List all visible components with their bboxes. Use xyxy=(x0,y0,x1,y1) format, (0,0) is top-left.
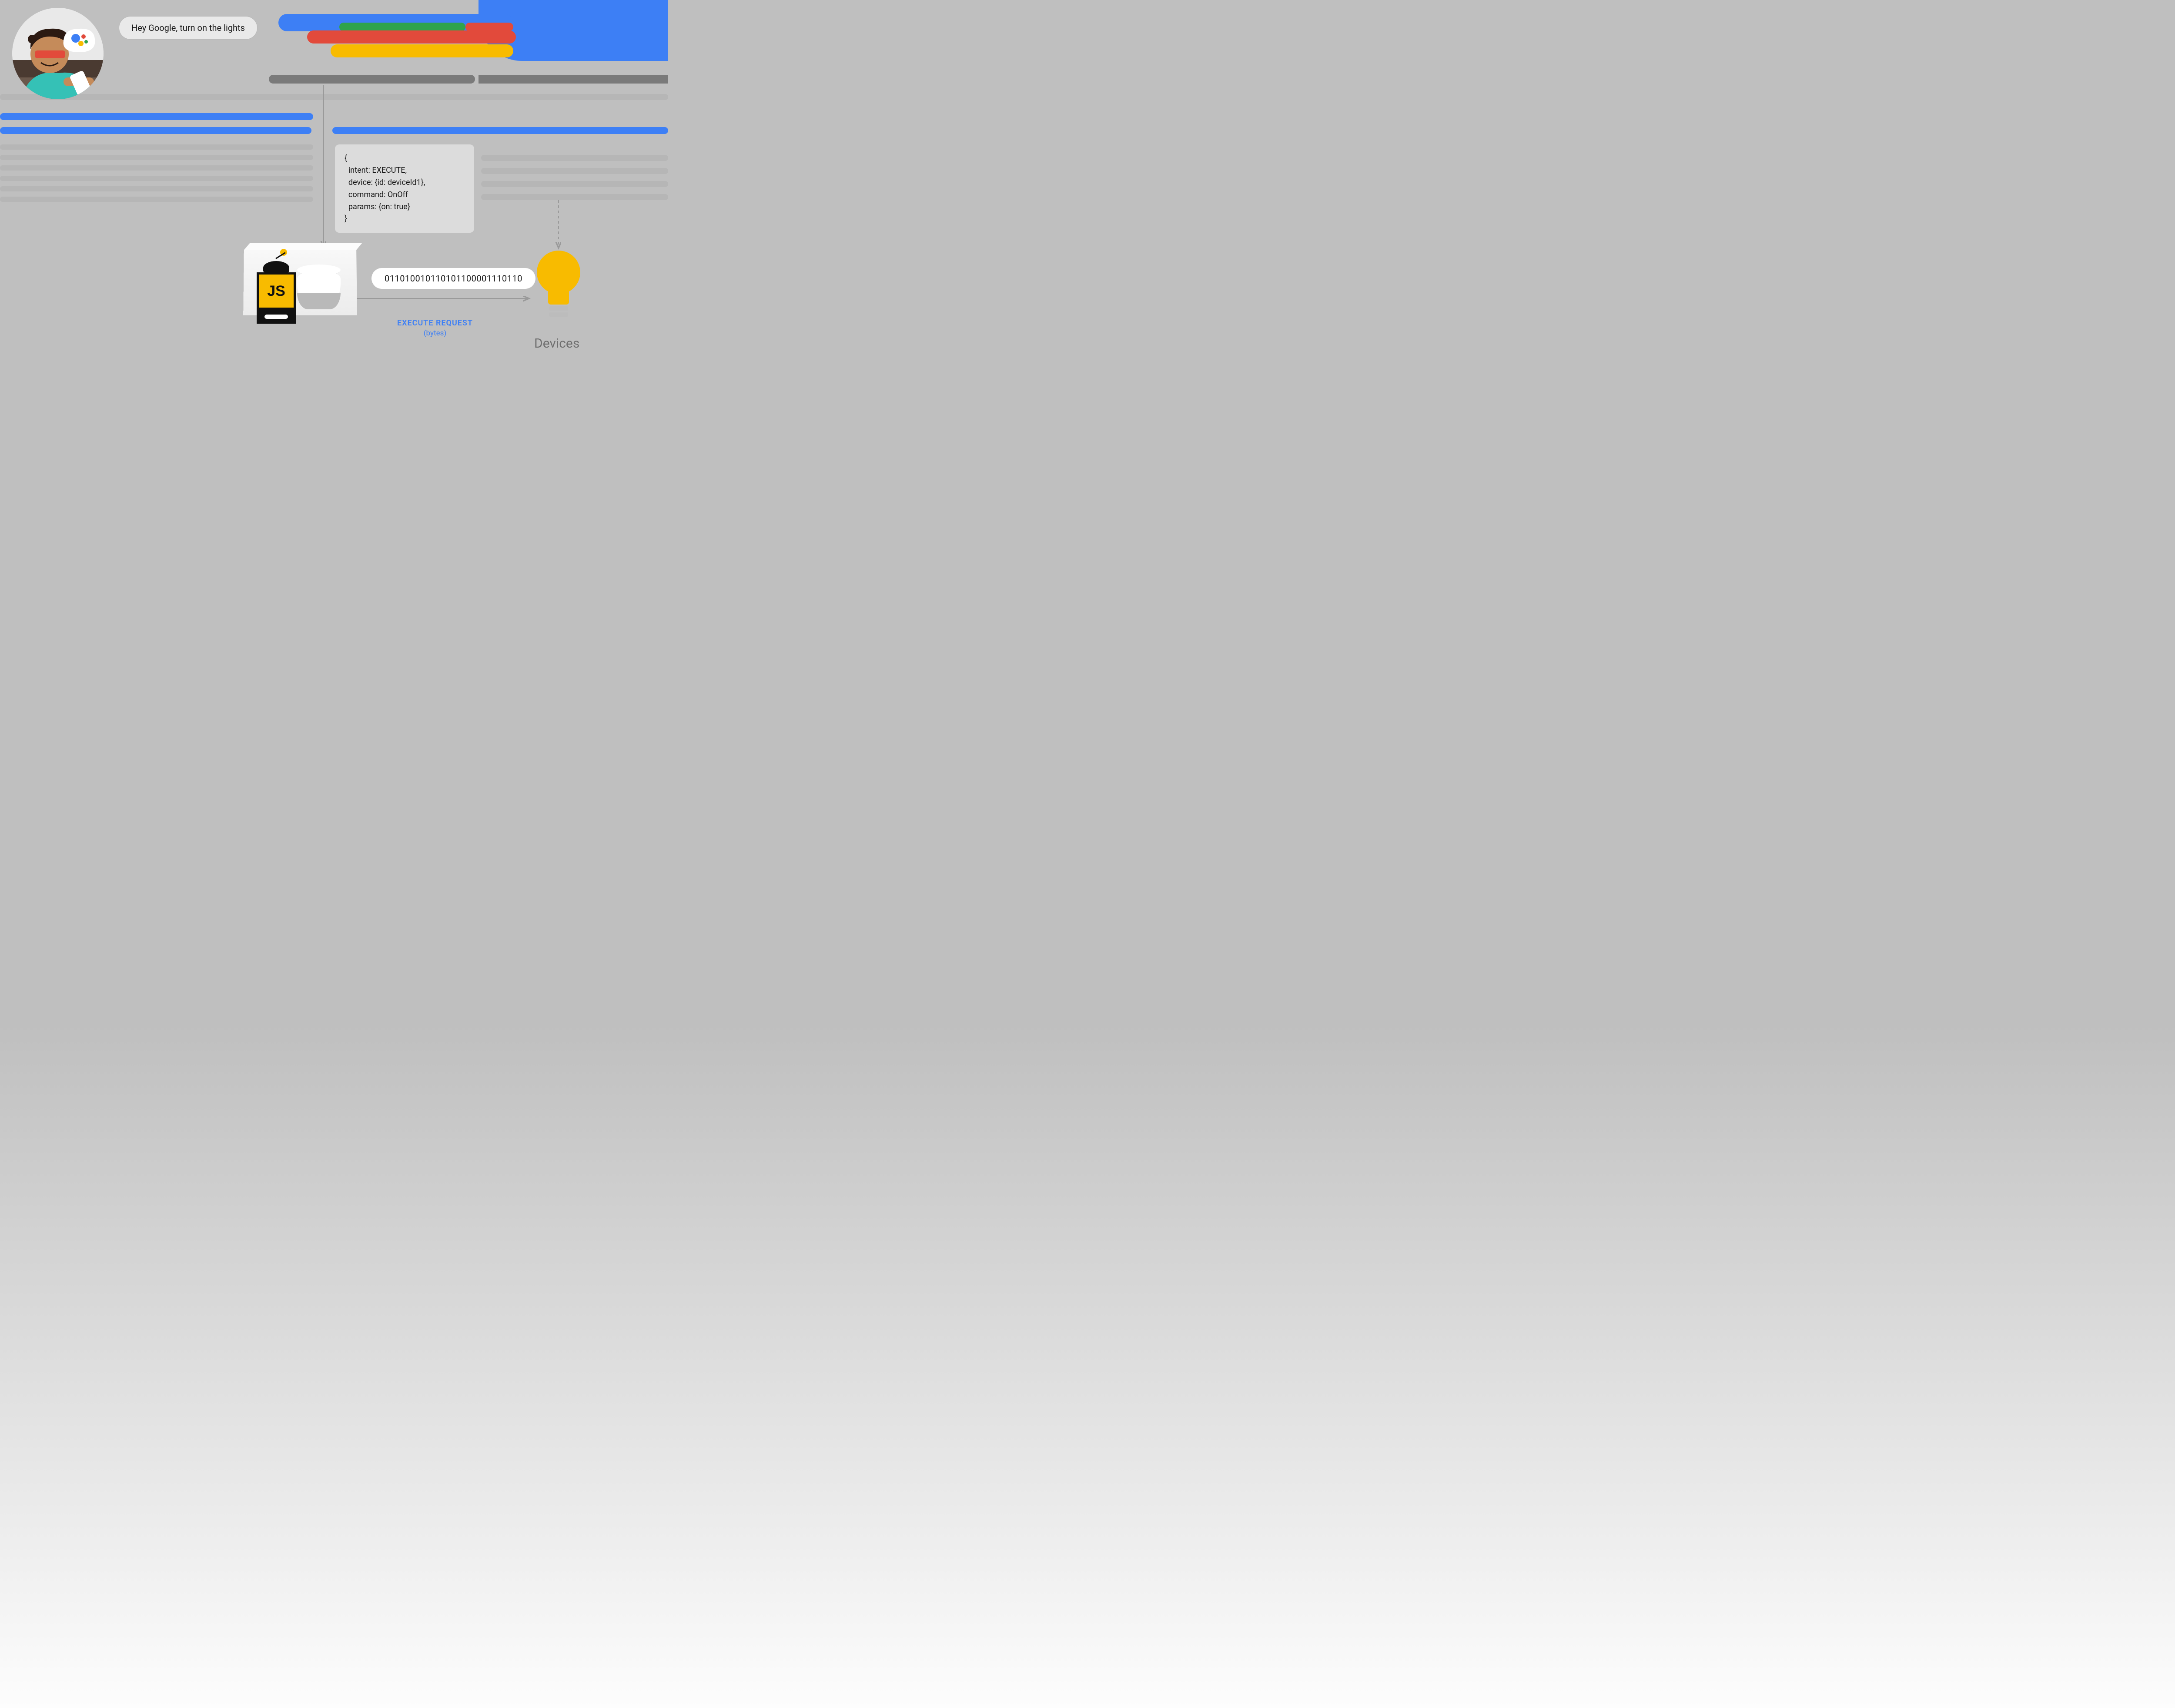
lightbulb-icon xyxy=(537,251,580,317)
execute-request-label: EXECUTE REQUEST xyxy=(374,318,496,328)
grinder-funnel xyxy=(263,261,289,272)
binary-text: 0110100101101011000011101​10 xyxy=(385,273,522,284)
google-home-icon xyxy=(295,265,343,309)
js-label: JS xyxy=(267,283,285,300)
js-app-icon: JS xyxy=(255,261,298,324)
diagram-canvas: Hey Google, turn on the lights xyxy=(0,0,668,356)
execute-request-sublabel: (bytes) xyxy=(374,329,496,338)
grinder-base xyxy=(257,310,296,324)
binary-bytes-pill: 0110100101101011000011101​10 xyxy=(371,268,535,289)
devices-label: Devices xyxy=(534,336,579,351)
grinder-body: JS xyxy=(257,272,296,310)
